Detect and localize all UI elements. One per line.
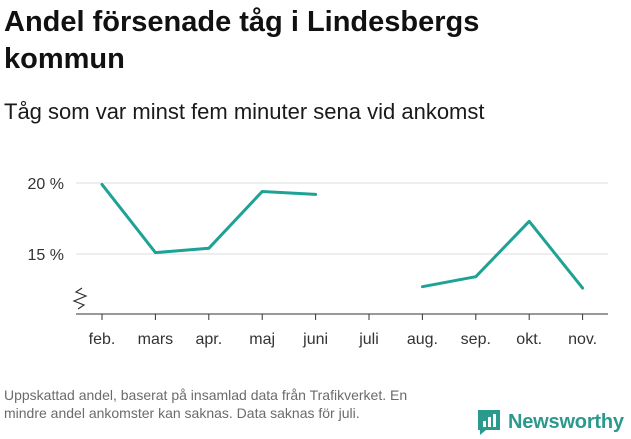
x-tick-label: apr. [195, 331, 222, 348]
series-line-segment [420, 219, 585, 290]
x-tick-label: nov. [568, 331, 597, 348]
x-tick-label: mars [138, 331, 174, 348]
line-chart: 20 % 15 % feb. mars apr. maj juni juli aug. sep. o… [28, 176, 608, 348]
y-axis-break-icon [72, 287, 88, 310]
chart-title: Andel försenade tåg i Lindesbergs kommun [4, 6, 480, 75]
x-tick-label: sep. [461, 331, 491, 348]
brand-name: Newsworthy [508, 410, 624, 433]
x-tick-label: juni [302, 331, 328, 348]
x-tick-label: feb. [89, 331, 116, 348]
footnote: Uppskattad andel, baserat på insamlad da… [4, 387, 408, 421]
chart-subtitle: Tåg som var minst fem minuter sena vid a… [4, 99, 485, 124]
y-tick-label: 20 % [28, 176, 64, 193]
newsworthy-logo-icon [478, 410, 500, 435]
x-tick-label: okt. [516, 331, 542, 348]
x-tick-label: maj [249, 331, 275, 348]
x-tick-label: aug. [407, 331, 438, 348]
x-tick-label: juli [358, 331, 379, 348]
series-line-segment [100, 182, 318, 255]
brand-logo: Newsworthy [476, 408, 624, 436]
y-tick-label: 15 % [28, 247, 64, 264]
